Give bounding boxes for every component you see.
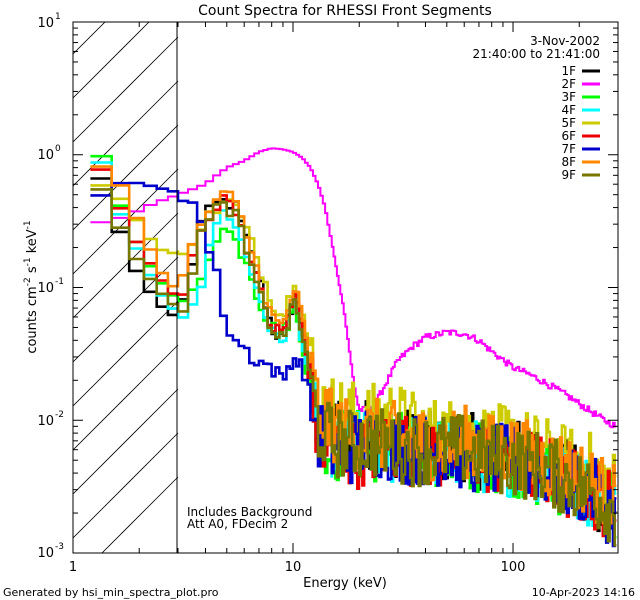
hatch-line <box>73 212 179 319</box>
x-axis-label: Energy (keV) <box>303 576 387 591</box>
x-tick-label-10: 10 <box>285 560 302 575</box>
legend-label-9F: 9F <box>561 168 576 182</box>
hatch-line <box>73 80 179 187</box>
hatch-line <box>73 344 179 451</box>
hatch-line <box>73 432 179 539</box>
y-tick-label-1e-1: 10 -1 <box>37 277 64 296</box>
footer-timestamp: 10-Apr-2023 14:16 <box>532 586 635 599</box>
y-label-sup2: -1 <box>23 257 33 266</box>
y-tick-base: 10 <box>37 414 54 429</box>
y-tick-label-1e0: 10 0 <box>37 144 61 163</box>
legend-label-3F: 3F <box>561 90 576 104</box>
hatch-line <box>73 388 179 495</box>
series-7F-line <box>90 181 617 548</box>
y-tick-base: 10 <box>37 546 54 561</box>
y-label-s: s <box>25 266 40 277</box>
hatch-line <box>73 22 106 55</box>
y-tick-exp: 0 <box>55 144 61 154</box>
legend-label-4F: 4F <box>561 103 576 117</box>
hatch-line <box>73 36 179 143</box>
legend-label-5F: 5F <box>561 116 576 130</box>
y-label-sup3: -1 <box>23 220 33 229</box>
legend-label-2F: 2F <box>561 77 576 91</box>
legend-label-7F: 7F <box>561 142 576 156</box>
y-tick-exp: -2 <box>55 410 64 420</box>
y-label-main: counts cm <box>25 286 40 353</box>
hatch-line <box>73 0 178 10</box>
y-tick-label-1e1: 10 1 <box>37 12 60 31</box>
y-tick-label-1e-2: 10 -2 <box>37 410 64 429</box>
hatch-line <box>73 22 150 99</box>
legend-label-1F: 1F <box>561 64 576 78</box>
hatch-line <box>73 256 179 363</box>
series-9F-line <box>90 188 617 547</box>
axis-ticks <box>72 21 619 554</box>
annotation-time-range: 21:40:00 to 21:41:00 <box>473 47 600 61</box>
series-2F-line <box>90 147 617 429</box>
hatch-line <box>73 168 179 275</box>
annotation-date: 3-Nov-2002 <box>530 34 600 48</box>
y-tick-exp: -1 <box>55 277 64 287</box>
y-label-kev: keV <box>25 229 40 257</box>
x-tick-label-1: 1 <box>69 560 77 575</box>
y-tick-exp: 1 <box>55 12 61 22</box>
y-tick-base: 10 <box>37 16 54 31</box>
y-tick-exp: -3 <box>55 542 64 552</box>
hatched-region <box>73 0 179 553</box>
legend-label-6F: 6F <box>561 129 576 143</box>
hatch-line <box>73 300 179 407</box>
y-axis-label: counts cm-2 s-1 keV-1 <box>23 220 40 353</box>
footer-generated-by: Generated by hsi_min_spectra_plot.pro <box>3 586 219 599</box>
y-tick-base: 10 <box>37 281 54 296</box>
series-layer <box>90 147 617 548</box>
legend-label-8F: 8F <box>561 155 576 169</box>
series-8F-line <box>90 165 617 525</box>
hatch-line <box>101 476 179 553</box>
y-tick-label-1e-3: 10 -3 <box>37 542 64 561</box>
chart-title: Count Spectra for RHESSI Front Segments <box>198 3 492 19</box>
x-tick-label-100: 100 <box>501 560 526 575</box>
hatch-line <box>73 124 179 231</box>
y-label-sup1: -2 <box>23 277 33 286</box>
annotation-attenuator: Att A0, FDecim 2 <box>187 517 288 531</box>
y-tick-base: 10 <box>37 148 54 163</box>
annotation-background: Includes Background <box>187 505 312 519</box>
